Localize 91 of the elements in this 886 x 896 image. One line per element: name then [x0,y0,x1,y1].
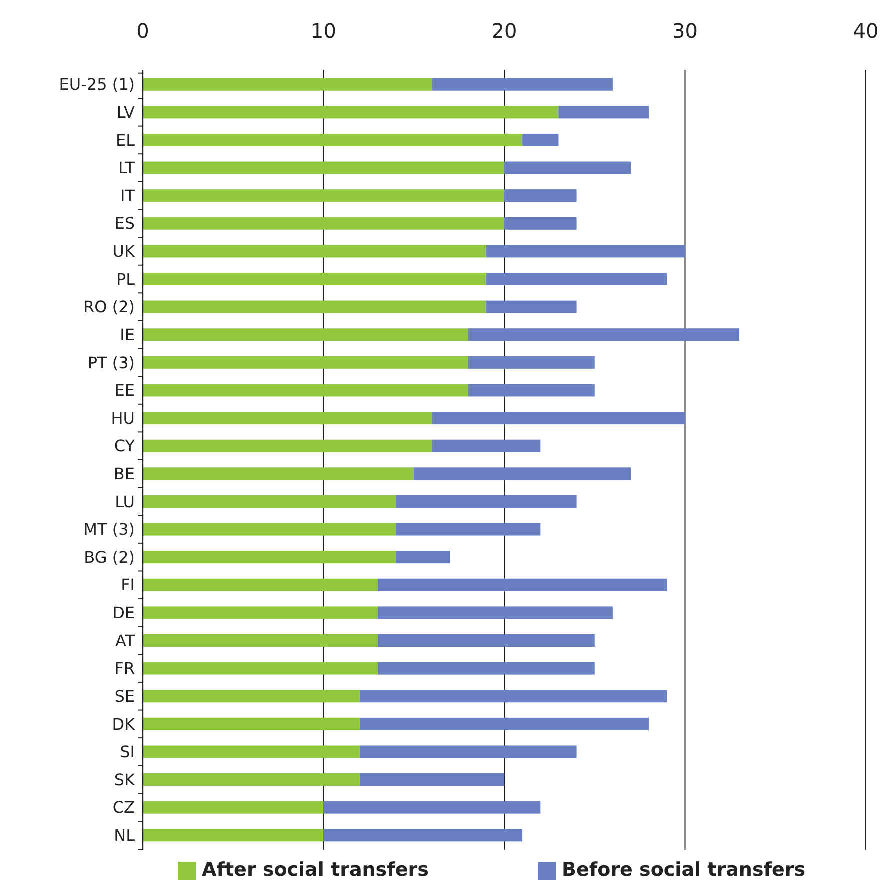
y-tick-label: RO (2) [84,298,135,317]
x-tick-label: 10 [311,19,336,43]
bar [143,134,523,146]
bar [396,523,541,536]
y-tick-label: CZ [112,798,136,818]
y-tick-label: UK [112,242,136,262]
y-tick-label: MT (3) [84,520,135,540]
bar [522,134,559,146]
bar [143,551,396,564]
bar [143,634,378,648]
bar [468,384,595,397]
bar [504,217,577,230]
y-tick-label: BE [114,464,135,484]
bar [143,829,324,842]
bar [396,495,577,508]
x-tick-label: 0 [136,19,150,43]
bar [396,551,450,564]
y-tick-label: LT [118,158,136,178]
bar [432,78,613,91]
bar [486,272,668,286]
y-tick-label: EU-25 (1) [59,75,135,94]
bar [432,412,686,425]
bar [486,245,686,258]
bar [143,217,504,230]
bar [143,606,378,620]
y-tick-label: SK [114,770,136,790]
x-tick-label: 20 [492,19,518,43]
bar [143,106,559,119]
y-tick-label: SI [120,742,135,762]
bar [378,606,613,620]
bar [143,328,468,342]
y-tick-label: LV [116,103,136,122]
bar [143,468,414,480]
bar [378,634,595,648]
y-tick-label: DE [112,604,135,623]
x-tick-label: 40 [853,19,879,43]
bar [143,690,360,703]
bar [558,106,650,119]
y-tick-label: EE [114,381,135,400]
bar [486,300,577,314]
bar [504,190,577,202]
x-tick-label: 30 [672,19,698,43]
y-tick-label: IT [120,186,136,206]
bar [414,468,632,480]
bar [324,801,541,814]
y-tick-label: BG (2) [84,548,135,567]
y-tick-label: DK [112,714,136,734]
bar [504,162,632,174]
legend-label: After social transfers [202,859,429,881]
bar [468,356,595,369]
bar [143,412,432,425]
bar [143,440,432,452]
bar [143,495,396,508]
y-tick-label: HU [111,408,135,428]
bar [143,746,360,758]
bar [143,300,486,314]
bar [143,523,396,536]
bar [143,190,504,202]
bar [143,774,360,786]
y-tick-label: ES [114,214,135,234]
bar [143,78,432,91]
bar [378,578,668,592]
bar [360,718,650,730]
bar [143,578,378,592]
y-tick-label: CY [114,436,136,456]
legend-label: Before social transfers [562,859,806,881]
bar [143,245,486,258]
bar [143,801,324,814]
y-tick-label: PT (3) [88,353,135,372]
bar [143,162,504,174]
bar [143,718,360,730]
bar [360,746,577,758]
y-tick-label: FI [121,576,135,595]
y-tick-label: NL [114,826,136,845]
y-tick-label: FR [114,659,135,678]
y-tick-label: PL [116,270,136,289]
bar [360,690,668,703]
bar [468,328,740,342]
bar [432,440,541,452]
bar [143,356,468,369]
bar [143,662,378,675]
y-tick-label: IE [120,325,135,344]
bar [143,384,468,397]
bar [324,829,523,842]
bar [378,662,595,675]
y-tick-label: SE [114,686,135,706]
y-tick-label: AT [116,631,136,650]
bar [143,272,486,286]
bar [360,774,504,786]
y-tick-label: EL [116,130,136,150]
y-tick-label: LU [115,492,135,512]
